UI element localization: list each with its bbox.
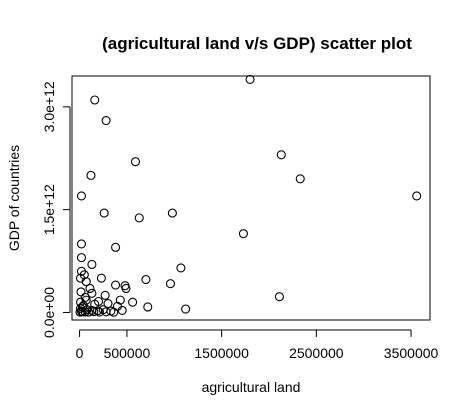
x-tick-label: 500000 bbox=[104, 345, 151, 361]
data-point bbox=[76, 191, 87, 201]
data-point bbox=[84, 307, 94, 317]
data-point bbox=[115, 295, 125, 305]
data-point bbox=[81, 277, 91, 287]
data-point bbox=[93, 296, 104, 307]
data-point bbox=[245, 74, 255, 84]
data-point bbox=[85, 283, 95, 294]
data-point bbox=[93, 306, 103, 316]
data-points bbox=[75, 74, 422, 317]
x-tick-label: 0 bbox=[76, 345, 84, 361]
x-tick-label: 3500000 bbox=[384, 345, 439, 361]
y-axis: 0.0e+00 1.5e+12 3.0e+12 bbox=[41, 81, 71, 338]
x-axis-label: agricultural land bbox=[202, 379, 301, 395]
data-point bbox=[134, 213, 144, 223]
data-point bbox=[412, 191, 422, 201]
data-point bbox=[99, 208, 109, 218]
data-point bbox=[130, 157, 141, 167]
data-point bbox=[76, 287, 86, 297]
data-point bbox=[75, 297, 86, 307]
y-tick-label: 0.0e+00 bbox=[41, 287, 57, 338]
data-point bbox=[111, 280, 121, 290]
data-point bbox=[141, 275, 151, 285]
plot-frame bbox=[71, 75, 431, 321]
data-point bbox=[111, 242, 121, 252]
x-axis: 0 500000 1500000 2500000 3500000 bbox=[76, 329, 439, 361]
data-point bbox=[89, 307, 99, 317]
data-point bbox=[238, 229, 248, 239]
data-point bbox=[165, 279, 176, 289]
data-point bbox=[100, 290, 110, 300]
y-tick-label: 1.5e+12 bbox=[41, 184, 57, 235]
data-point bbox=[77, 302, 87, 312]
data-point bbox=[295, 174, 305, 184]
data-point bbox=[121, 283, 131, 294]
data-point bbox=[276, 150, 286, 160]
data-point bbox=[81, 295, 91, 305]
chart-title: (agricultural land v/s GDP) scatter plot bbox=[102, 34, 412, 53]
y-tick-label: 3.0e+12 bbox=[41, 81, 57, 132]
data-point bbox=[86, 170, 96, 180]
data-point bbox=[87, 259, 97, 270]
data-point bbox=[274, 292, 284, 302]
data-point bbox=[94, 307, 105, 317]
data-point bbox=[109, 307, 119, 317]
data-point bbox=[87, 288, 97, 298]
x-tick-label: 1500000 bbox=[194, 345, 249, 361]
data-point bbox=[76, 253, 87, 263]
data-point bbox=[90, 95, 100, 105]
y-axis-label: GDP of countries bbox=[6, 145, 22, 251]
data-point bbox=[117, 305, 127, 315]
data-point bbox=[181, 304, 191, 314]
data-point bbox=[167, 208, 177, 218]
data-point bbox=[76, 239, 87, 249]
data-point bbox=[128, 297, 138, 307]
data-point bbox=[143, 302, 153, 312]
data-point bbox=[96, 273, 106, 283]
data-point bbox=[176, 263, 186, 273]
x-tick-label: 2500000 bbox=[289, 345, 344, 361]
data-point bbox=[101, 116, 111, 126]
